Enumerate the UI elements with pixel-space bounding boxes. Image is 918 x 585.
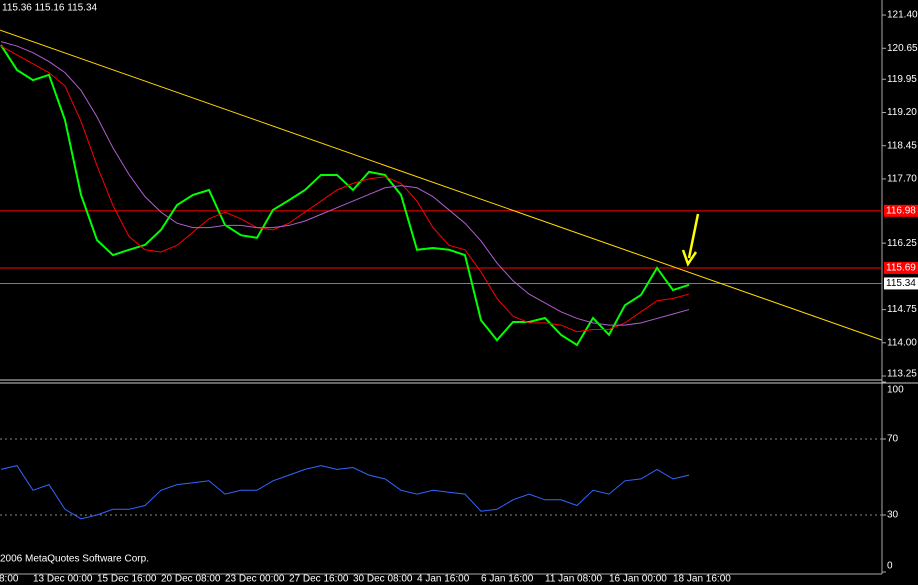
x-tick-label: 11 Jan 08:00 [545, 574, 603, 585]
x-tick-label: 18 Jan 16:00 [673, 574, 731, 585]
y-tick-label: 100 [887, 385, 904, 396]
x-tick-label: 13 Dec 00:00 [33, 574, 93, 585]
y-tick-label: 118.45 [887, 140, 917, 151]
arrow [681, 213, 700, 267]
y-tick-label: 119.20 [887, 107, 917, 118]
x-tick-label: 15 Dec 16:00 [97, 574, 157, 585]
x-tick-label: 6 Jan 16:00 [481, 574, 534, 585]
series-line [0, 465, 690, 520]
y-tick-label: 113.25 [887, 369, 917, 380]
x-tick-label: 30 Dec 08:00 [353, 574, 413, 585]
y-tick-label: 116.25 [887, 238, 917, 249]
y-tick-label: 120.65 [887, 43, 918, 54]
y-tick-label: 119.95 [887, 74, 917, 85]
price-label-bg [884, 204, 918, 217]
price-label: 115.69 [886, 263, 916, 274]
price-label: 115.34 [886, 278, 916, 289]
series-line [0, 44, 690, 347]
y-tick-label: 30 [887, 510, 899, 521]
y-tick-label: 114.00 [887, 337, 917, 348]
x-tick-label: 4 Jan 16:00 [417, 574, 470, 585]
x-tick-label: 23 Dec 00:00 [225, 574, 285, 585]
y-tick-label: 70 [887, 434, 899, 445]
trendline [0, 29, 883, 341]
y-tick-label: 121.40 [887, 10, 918, 21]
series-line [0, 41, 690, 326]
copyright: 2006 MetaQuotes Software Corp. [0, 554, 149, 565]
y-tick-label: 114.75 [887, 304, 917, 315]
price-label-bg [884, 277, 918, 290]
y-tick-label: 117.70 [887, 174, 917, 185]
series-line [0, 45, 690, 333]
plot: 121.40 120.65 119.95 119.20 118.45 117.70 116.… [0, 10, 918, 585]
price-label: 116.98 [886, 205, 916, 216]
price-label-bg [884, 261, 918, 274]
x-tick-label: 8:00 [0, 574, 19, 585]
x-tick-label: 27 Dec 16:00 [289, 574, 349, 585]
header: 115.36 115.16 115.34 [2, 3, 98, 14]
y-tick-label: 0 [887, 561, 893, 572]
x-tick-label: 16 Jan 00:00 [609, 574, 667, 585]
x-tick-label: 20 Dec 08:00 [161, 574, 221, 585]
